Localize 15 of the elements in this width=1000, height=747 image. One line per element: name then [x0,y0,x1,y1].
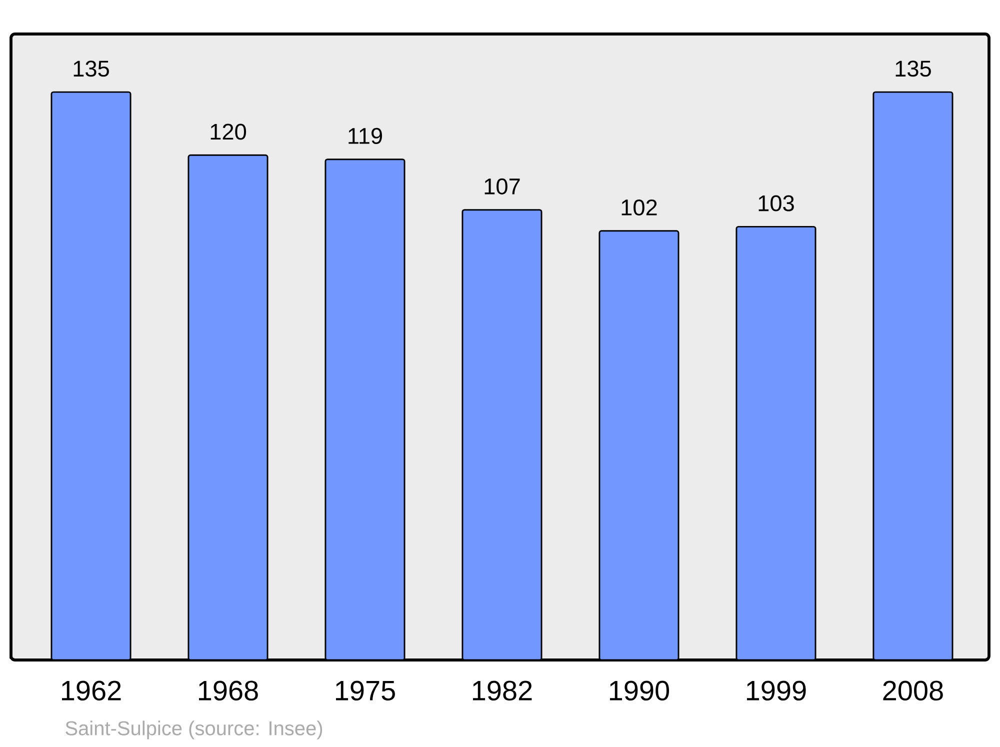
x-tick-label: 1968 [198,680,258,701]
x-tick-label: 1975 [336,680,395,701]
text: Saint-Sulpice (source: Insee) [66,720,322,740]
data-label: 120 [210,124,246,140]
x-tick-label: 1962 [62,680,121,701]
x-tick-label: 1982 [472,680,532,701]
data-label: 135 [74,60,109,77]
data-label: 107 [484,178,520,194]
x-tick-label: 1999 [746,680,806,701]
data-label: 119 [348,128,382,144]
data-label: 135 [896,60,931,77]
x-tick-label: 2008 [883,680,943,701]
x-tick-label: 1990 [610,680,670,701]
data-label: 102 [622,199,657,216]
data-label: 103 [758,195,794,212]
